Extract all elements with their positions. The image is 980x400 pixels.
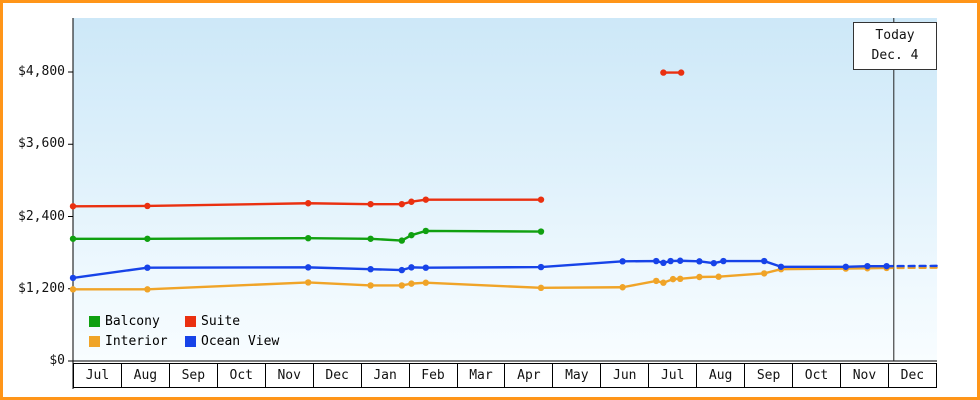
x-axis-month-label: Dec: [314, 364, 362, 387]
legend-swatch-icon: [185, 336, 196, 347]
x-axis-month-label: Aug: [697, 364, 746, 387]
x-axis-month-label: Jul: [74, 364, 122, 387]
y-axis-label: $0: [49, 353, 65, 368]
chart-legend: Balcony Suite Interior Ocean View: [89, 314, 279, 349]
legend-item-suite: Suite: [185, 314, 279, 329]
legend-item-interior: Interior: [89, 334, 185, 349]
x-axis-month-label: Mar: [458, 364, 506, 387]
x-axis-month-label: Sep: [745, 364, 794, 387]
x-axis-month-label: Jan: [362, 364, 410, 387]
x-axis-month-label: Apr: [505, 364, 554, 387]
x-axis-month-label: Feb: [410, 364, 458, 387]
x-axis-month-label: Nov: [841, 364, 889, 387]
legend-label: Suite: [201, 314, 241, 329]
x-axis-month-label: Aug: [122, 364, 170, 387]
x-axis-month-label: Dec: [900, 368, 925, 383]
y-axis-label: $2,400: [18, 208, 65, 224]
y-axis-label: $4,800: [18, 64, 65, 79]
legend-label: Interior: [105, 334, 168, 349]
legend-swatch-icon: [89, 316, 100, 327]
legend-item-ocean-view: Ocean View: [185, 334, 279, 349]
x-axis-month-label: Sep: [170, 364, 218, 387]
today-label: Today: [875, 28, 915, 43]
x-axis-month-label: Jul: [649, 364, 698, 387]
x-axis-month-label: Jun: [601, 364, 650, 387]
legend-label: Balcony: [105, 314, 160, 329]
legend-label: Ocean View: [201, 334, 280, 349]
legend-item-balcony: Balcony: [89, 314, 185, 329]
x-axis-month-label: Oct: [218, 364, 266, 387]
today-marker-box: Today Dec. 4: [853, 22, 937, 71]
x-axis-month-label: Oct: [793, 364, 841, 387]
x-axis-month-label: Nov: [266, 364, 314, 387]
y-axis-label: $3,600: [18, 136, 65, 152]
legend-swatch-icon: [185, 316, 196, 327]
plot-area: [73, 18, 937, 361]
x-axis-month-label: May: [553, 364, 602, 387]
y-axis-label: $1,200: [18, 280, 65, 296]
x-axis-month-band: Jul Aug Sep Oct Nov Dec Jan Feb Mar Apr May Jun Jul A…: [73, 363, 937, 388]
today-date: Dec. 4: [871, 48, 919, 64]
legend-swatch-icon: [89, 336, 100, 347]
